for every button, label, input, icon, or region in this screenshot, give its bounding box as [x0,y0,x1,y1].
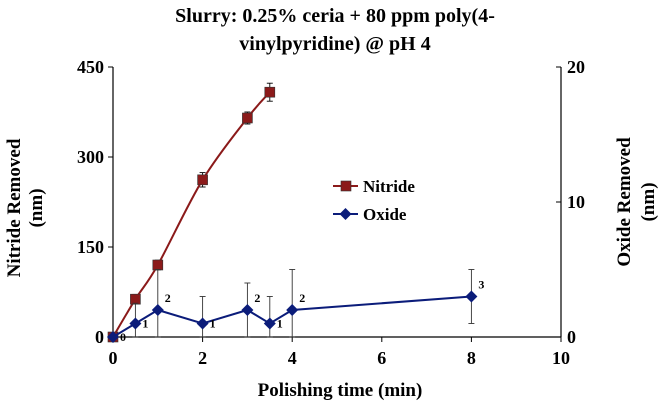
legend-nitride-marker [340,180,352,192]
y-right-tick-label: 0 [567,327,576,347]
oxide-point-label: 1 [277,317,283,331]
left-axis-title-line-1: Nitride Removed [4,138,25,277]
oxide-point [465,290,478,303]
x-tick-label: 4 [288,348,297,368]
series-layer: 0 1 2 1 2 1 2 3 [107,82,484,344]
right-axis-title-line-1: Oxide Removed [614,137,635,267]
chart-title-line-2: vinylpyridine) @ pH 4 [239,33,430,55]
y-left-tick-label: 0 [95,327,104,347]
left-axis-title: Nitride Removed (nm) [4,138,47,277]
y-right-tick-label: 10 [567,192,585,212]
legend-oxide-marker [339,208,352,220]
nitride-point [130,293,141,305]
oxide-point [241,304,254,316]
legend-oxide-label: Oxide [363,205,407,224]
oxide-point-label: 2 [165,291,171,305]
oxide-point [263,317,276,330]
right-axis-title-line-2: (nm) [638,182,659,221]
x-axis-title: Polishing time (min) [258,380,423,401]
legend: Nitride Oxide [333,177,415,224]
oxide-point [286,304,299,316]
oxide-point [151,304,164,316]
legend-nitride-label: Nitride [363,177,415,196]
oxide-point-label: 1 [210,317,216,331]
oxide-point [129,317,142,330]
oxide-point-label: 1 [142,317,148,331]
right-axis-title: Oxide Removed (nm) [614,137,659,267]
left-axis-title-line-2: (nm) [26,188,47,227]
x-tick-label: 0 [109,348,118,368]
oxide-point-label: 3 [478,278,484,292]
y-right-tick-label: 20 [567,57,585,77]
nitride-point [264,86,276,98]
chart-title: Slurry: 0.25% ceria + 80 ppm poly(4- vin… [175,5,495,55]
x-tick-label: 8 [467,348,476,368]
chart-title-line-1: Slurry: 0.25% ceria + 80 ppm poly(4- [175,5,495,27]
oxide-point-label: 2 [254,291,260,305]
y-left-tick-label: 450 [77,57,104,77]
y-left-tick-label: 300 [77,147,104,167]
oxide-point-label: 2 [299,291,305,305]
nitride-point [152,259,164,271]
oxide-series: 0 1 2 1 2 1 2 3 [107,269,484,344]
oxide-point [196,317,209,330]
y-left-tick-label: 150 [77,237,104,257]
nitride-point [197,174,208,186]
oxide-point-label: 0 [120,330,126,344]
x-tick-label: 6 [377,348,386,368]
oxide-point [107,331,119,343]
x-tick-label: 10 [552,348,570,368]
nitride-point [242,112,253,124]
x-tick-label: 2 [198,348,207,368]
